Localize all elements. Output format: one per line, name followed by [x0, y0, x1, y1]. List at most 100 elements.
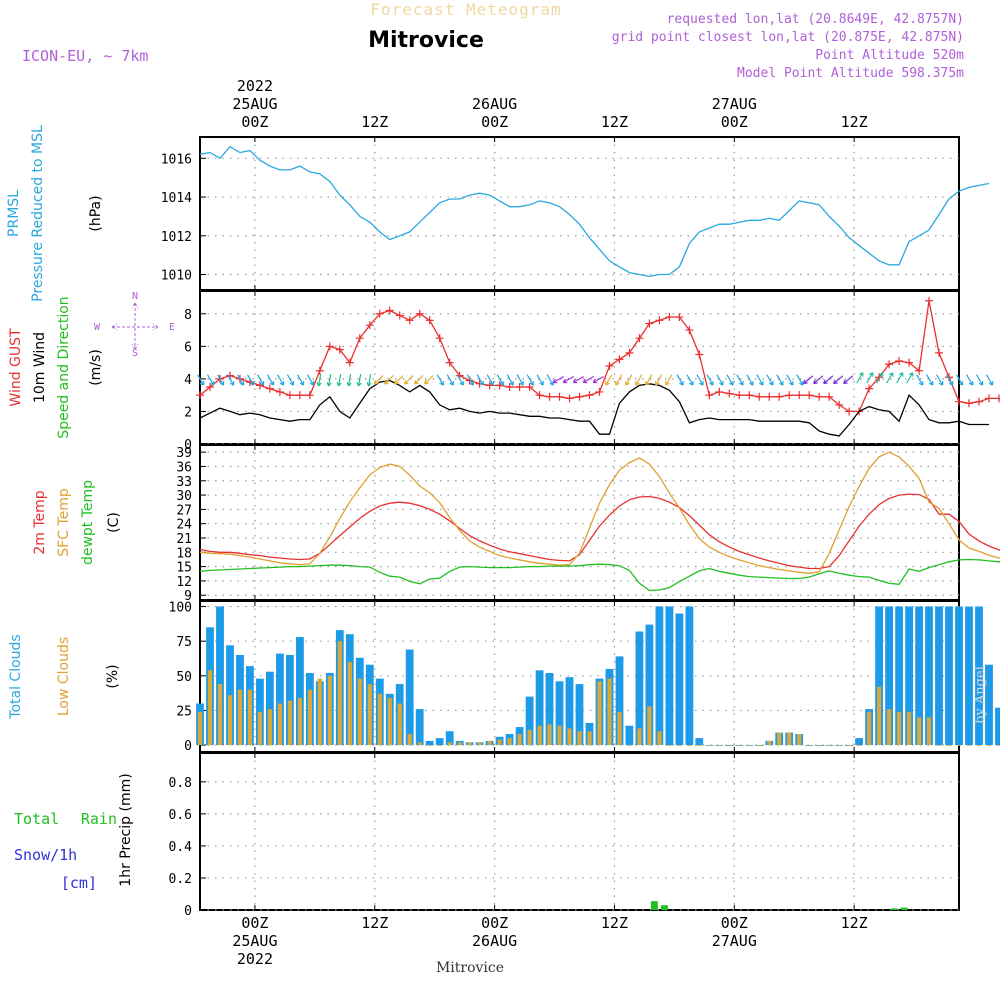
wind-arrow-head — [562, 378, 568, 384]
clouds-ytick-label: 100 — [169, 601, 192, 616]
wind-arrow-head — [239, 381, 245, 386]
precip-bar — [660, 905, 668, 910]
compass-east: E — [169, 322, 175, 333]
wind-arrow — [384, 375, 394, 385]
precipitation-frame — [199, 752, 960, 911]
wind-arrow-head — [572, 378, 578, 384]
temperature-ytick-label: 9 — [184, 589, 192, 604]
gust-point — [665, 313, 674, 322]
clouds-bar-total-clouds — [955, 606, 963, 745]
watermark: by Angel — [973, 666, 988, 724]
temperature-ytick-label: 36 — [176, 460, 192, 475]
wind-arrow-head — [843, 379, 848, 385]
clouds-bar-total-clouds — [655, 606, 664, 745]
wind-arrow-head — [424, 379, 429, 385]
wind-arrow-head — [479, 381, 484, 386]
wind-arrow-head — [519, 381, 524, 386]
temperature-ytick-label: 39 — [176, 446, 192, 461]
grid-point-coords: grid point closest lon,lat (20.875E, 42.… — [612, 30, 964, 45]
pressure-ylabel: PRMSL — [6, 190, 22, 237]
clouds-bar-low-clouds — [907, 711, 912, 745]
compass-west: W — [94, 322, 101, 333]
pressure-ytick-label: 1016 — [161, 152, 192, 167]
wind-arrow-head — [779, 381, 784, 386]
precipitation-ytick-label: 0 — [184, 904, 192, 919]
clouds-bar-total-clouds — [635, 631, 644, 746]
gust-point — [255, 381, 264, 390]
clouds-bar-low-clouds — [986, 745, 992, 746]
gust-point — [935, 348, 944, 357]
wind-arrow-head — [605, 381, 610, 386]
gust-point — [955, 397, 963, 406]
wind-arrow — [327, 374, 332, 387]
compass-icon: N S W E — [94, 291, 175, 359]
wind-arrow — [318, 374, 322, 387]
clouds-bar-total-clouds — [535, 670, 544, 746]
clouds-bar-low-clouds — [946, 745, 952, 746]
wind-arrow — [946, 374, 954, 386]
gust-point — [675, 313, 684, 322]
temperature-ytick-label: 27 — [176, 503, 192, 518]
wind-arrow-head — [635, 381, 640, 386]
clouds-bar-low-clouds — [877, 686, 882, 746]
precipitation-ylabel: 1hr Precip (mm) — [118, 773, 134, 886]
clouds-bar-total-clouds — [945, 606, 953, 745]
precipitation-ytick-label: 0.2 — [169, 872, 192, 887]
clouds-bar-total-clouds — [266, 671, 274, 746]
gust-point — [325, 342, 334, 351]
wind-arrow-head — [539, 381, 544, 386]
clouds-bar-low-clouds — [587, 731, 592, 746]
wind-arrow-head — [374, 379, 379, 385]
clouds-bar-low-clouds — [507, 738, 512, 745]
clouds-bar-low-clouds — [297, 698, 302, 746]
wind-arrow — [374, 375, 384, 385]
wind-arrow-head — [404, 379, 409, 385]
wind-ylabel: (m/s) — [88, 349, 104, 386]
clouds-bar-low-clouds — [387, 698, 392, 746]
gust-point — [745, 391, 754, 400]
wind-arrow — [936, 374, 944, 386]
wind-arrow — [696, 374, 704, 386]
top-time-label: 00Z — [721, 113, 748, 131]
gust-point — [795, 391, 804, 400]
clouds-bar-low-clouds — [926, 717, 932, 746]
clouds-bar-low-clouds — [257, 711, 262, 745]
wind-arrow-head — [868, 372, 874, 377]
bottom-time-label: 12Z — [841, 914, 868, 932]
temperature-series-2m-temp — [199, 493, 1000, 570]
clouds-ytick-label: 50 — [176, 670, 192, 685]
wind-ytick-label: 0 — [184, 438, 192, 453]
clouds-bar-low-clouds — [887, 709, 892, 746]
wind-arrow — [706, 374, 714, 386]
clouds-bar-total-clouds — [665, 606, 674, 745]
gust-point — [505, 383, 514, 392]
wind-arrow-head — [279, 381, 285, 386]
wind-arrow — [536, 374, 544, 386]
clouds-bar-total-clouds — [425, 740, 434, 746]
wind-arrow-head — [384, 379, 389, 385]
wind-arrow-head — [833, 379, 838, 385]
clouds-bar-low-clouds — [577, 731, 582, 746]
bottom-time-label: 12Z — [361, 914, 388, 932]
gust-point — [865, 384, 874, 393]
gust-point — [385, 306, 394, 315]
clouds-bar-total-clouds — [975, 606, 983, 745]
clouds-bar-low-clouds — [327, 675, 332, 746]
wind-ytick-label: 8 — [184, 308, 192, 323]
top-time-label: 00Z — [481, 113, 508, 131]
wind-arrow — [926, 374, 934, 386]
wind-arrow — [605, 374, 613, 386]
wind-arrow-head — [803, 379, 808, 385]
wind-arrow — [436, 374, 444, 386]
wind-arrow-head — [789, 381, 794, 386]
wind-arrow-head — [749, 381, 754, 386]
wind-arrow — [823, 375, 834, 384]
clouds-bar-low-clouds — [397, 703, 402, 746]
gust-point — [545, 392, 554, 401]
pressure-panel: 1010 1012 1014 1016 PRMSL Pressure Reduced to… — [6, 125, 990, 302]
temperature-ytick-label: 33 — [176, 475, 192, 490]
clouds-bar-low-clouds — [277, 703, 282, 746]
clouds-bar-low-clouds — [966, 745, 972, 746]
wind-arrow-head — [582, 378, 588, 384]
clouds-bar-low-clouds — [197, 711, 203, 745]
